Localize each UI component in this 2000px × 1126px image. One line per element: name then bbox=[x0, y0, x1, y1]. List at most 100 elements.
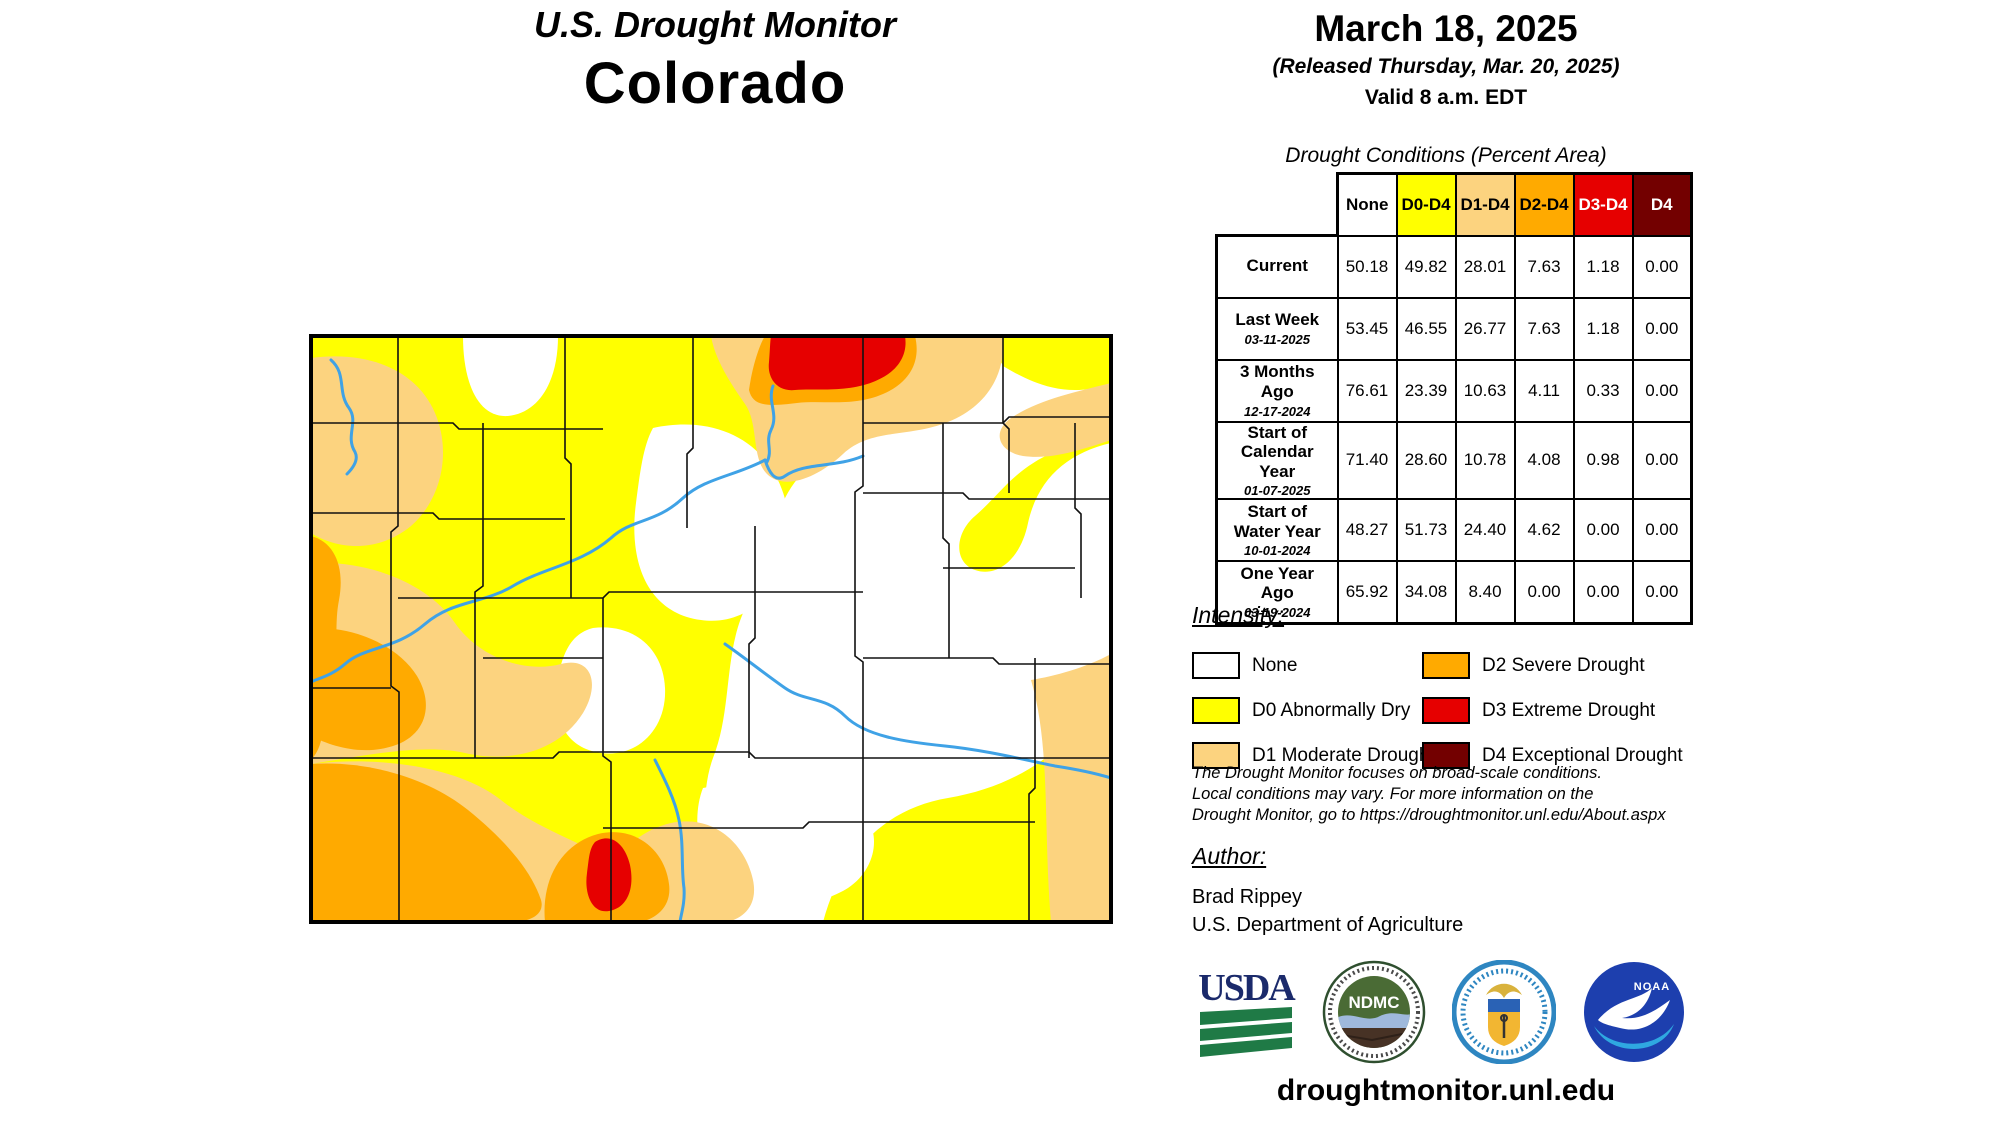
cell-value: 46.55 bbox=[1395, 296, 1457, 361]
cell-value: 48.27 bbox=[1336, 498, 1398, 563]
usda-text: USDA bbox=[1198, 967, 1296, 1009]
cell-value: 7.63 bbox=[1513, 234, 1575, 299]
table-row: 3 Months Ago 12-17-2024 76.61 23.39 10.63… bbox=[1215, 358, 1693, 423]
droughtmonitor-url[interactable]: droughtmonitor.unl.edu bbox=[1276, 1074, 1616, 1107]
row-label: Start of Calendar Year 01-07-2025 bbox=[1215, 420, 1339, 501]
cell-value: 24.40 bbox=[1454, 498, 1516, 563]
report-title: U.S. Drought Monitor bbox=[534, 4, 896, 45]
legend-item-d1: D1 Moderate Drought bbox=[1192, 733, 1435, 778]
cell-value: 49.82 bbox=[1395, 234, 1457, 299]
usda-logo: USDA bbox=[1198, 967, 1296, 1057]
cell-value: 4.08 bbox=[1513, 420, 1575, 501]
cell-value: 7.63 bbox=[1513, 296, 1575, 361]
cell-value: 65.92 bbox=[1336, 560, 1398, 625]
ndmc-logo: NDMC bbox=[1322, 960, 1426, 1064]
legend-item-none: None bbox=[1192, 643, 1422, 688]
cell-value: 10.78 bbox=[1454, 420, 1516, 501]
title-block: U.S. Drought Monitor Colorado bbox=[310, 4, 1120, 117]
cell-value: 0.00 bbox=[1631, 560, 1693, 625]
cell-value: 10.63 bbox=[1454, 358, 1516, 423]
col-header-d3-d4: D3-D4 bbox=[1572, 172, 1634, 237]
col-header-d4: D4 bbox=[1631, 172, 1693, 237]
ndmc-text: NDMC bbox=[1349, 993, 1400, 1012]
department-of-commerce-seal bbox=[1452, 960, 1556, 1064]
col-header-none: None bbox=[1336, 172, 1398, 237]
noaa-text: NOAA bbox=[1634, 981, 1670, 993]
cell-value: 0.00 bbox=[1631, 498, 1693, 563]
cell-value: 76.61 bbox=[1336, 358, 1398, 423]
author-heading: Author: bbox=[1192, 843, 1267, 869]
cell-value: 28.01 bbox=[1454, 234, 1516, 299]
cell-value: 28.60 bbox=[1395, 420, 1457, 501]
cell-value: 0.00 bbox=[1513, 560, 1575, 625]
cell-value: 50.18 bbox=[1336, 234, 1398, 299]
row-label: Last Week 03-11-2025 bbox=[1215, 296, 1339, 361]
table-row: One Year Ago 03-19-2024 65.92 34.08 8.40 … bbox=[1215, 560, 1693, 625]
cell-value: 0.00 bbox=[1631, 420, 1693, 501]
agency-logos: USDA NDMC bbox=[1196, 960, 1686, 1064]
d1-swatch bbox=[1192, 742, 1240, 769]
table-blank-cell bbox=[1216, 173, 1338, 236]
col-header-d1-d4: D1-D4 bbox=[1454, 172, 1516, 237]
author-name: Brad Rippey bbox=[1192, 886, 1303, 908]
row-label: Start of Water Year 10-01-2024 bbox=[1215, 498, 1339, 563]
cell-value: 1.18 bbox=[1572, 234, 1634, 299]
county-boundaries bbox=[311, 336, 1111, 922]
cell-value: 4.11 bbox=[1513, 358, 1575, 423]
cell-value: 34.08 bbox=[1395, 560, 1457, 625]
cell-value: 4.62 bbox=[1513, 498, 1575, 563]
table-header-row: None D0-D4 D1-D4 D2-D4 D3-D4 D4 bbox=[1216, 172, 1693, 237]
state-name: Colorado bbox=[583, 51, 847, 116]
table-title: Drought Conditions (Percent Area) bbox=[1285, 144, 1607, 167]
cell-value: 0.00 bbox=[1572, 560, 1634, 625]
cell-value: 0.00 bbox=[1631, 296, 1693, 361]
legend-item-d4: D4 Exceptional Drought bbox=[1422, 733, 1683, 778]
drought-map-svg bbox=[309, 334, 1113, 924]
river-lines bbox=[311, 358, 1111, 922]
table-row: Start of Calendar Year 01-07-2025 71.40 2… bbox=[1215, 420, 1693, 501]
cell-value: 0.33 bbox=[1572, 358, 1634, 423]
cell-value: 51.73 bbox=[1395, 498, 1457, 563]
colorado-drought-map bbox=[303, 328, 1123, 932]
cell-value: 0.00 bbox=[1631, 358, 1693, 423]
legend-item-d2: D2 Severe Drought bbox=[1422, 643, 1683, 688]
cell-value: 0.00 bbox=[1572, 498, 1634, 563]
d4-swatch bbox=[1422, 742, 1470, 769]
table-row: Last Week 03-11-2025 53.45 46.55 26.77 7.… bbox=[1215, 296, 1693, 361]
legend-item-d3: D3 Extreme Drought bbox=[1422, 688, 1683, 733]
map-date: March 18, 2025 bbox=[1314, 8, 1578, 49]
table-row: Current 50.18 49.82 28.01 7.63 1.18 0.00 bbox=[1215, 234, 1693, 299]
cell-value: 26.77 bbox=[1454, 296, 1516, 361]
d3-extreme-drought-areas bbox=[586, 336, 906, 912]
cell-value: 53.45 bbox=[1336, 296, 1398, 361]
intensity-legend: None D0 Abnormally Dry D1 Moderate Droug… bbox=[1192, 643, 1683, 778]
d3-swatch bbox=[1422, 697, 1470, 724]
author-org: U.S. Department of Agriculture bbox=[1192, 914, 1464, 936]
cell-value: 1.18 bbox=[1572, 296, 1634, 361]
drought-conditions-table: None D0-D4 D1-D4 D2-D4 D3-D4 D4 Current … bbox=[1215, 172, 1693, 625]
intensity-heading: Intensity: bbox=[1192, 602, 1285, 628]
cell-value: 8.40 bbox=[1454, 560, 1516, 625]
row-label: 3 Months Ago 12-17-2024 bbox=[1215, 358, 1339, 423]
d0-swatch bbox=[1192, 697, 1240, 724]
row-label: One Year Ago 03-19-2024 bbox=[1215, 560, 1339, 625]
col-header-d0-d4: D0-D4 bbox=[1395, 172, 1457, 237]
date-block: March 18, 2025 (Released Thursday, Mar. … bbox=[1190, 8, 1702, 110]
noaa-logo: NOAA bbox=[1584, 962, 1684, 1062]
state-border bbox=[309, 334, 1113, 924]
cell-value: 0.98 bbox=[1572, 420, 1634, 501]
disclaimer-text: The Drought Monitor focuses on broad-sca… bbox=[1192, 764, 1666, 825]
cell-value: 71.40 bbox=[1336, 420, 1398, 501]
no-drought-areas bbox=[463, 336, 875, 905]
valid-time: Valid 8 a.m. EDT bbox=[1364, 86, 1528, 109]
col-header-d2-d4: D2-D4 bbox=[1513, 172, 1575, 237]
row-label: Current bbox=[1215, 234, 1339, 299]
released-date: (Released Thursday, Mar. 20, 2025) bbox=[1272, 55, 1620, 78]
d2-swatch bbox=[1422, 652, 1470, 679]
table-row: Start of Water Year 10-01-2024 48.27 51.7… bbox=[1215, 498, 1693, 563]
legend-item-d0: D0 Abnormally Dry bbox=[1192, 688, 1422, 733]
cell-value: 0.00 bbox=[1631, 234, 1693, 299]
none-swatch bbox=[1192, 652, 1240, 679]
cell-value: 23.39 bbox=[1395, 358, 1457, 423]
